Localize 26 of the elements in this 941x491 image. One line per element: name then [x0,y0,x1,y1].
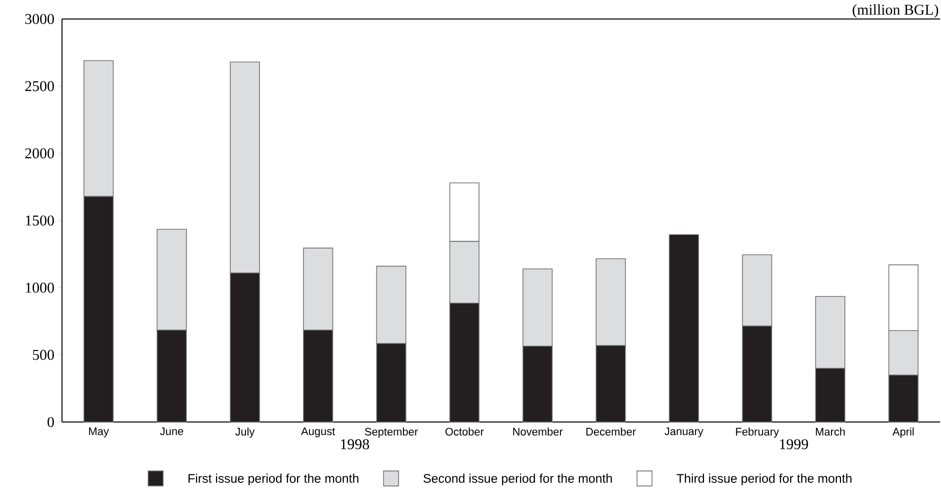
y-tick-label: 2500 [25,81,54,92]
legend-label: Second issue period for the month [424,474,612,486]
text: 1999 [780,439,808,450]
text: 1998 [341,439,370,450]
x-tick-label: November [513,428,563,436]
legend-label: First issue period for the month [188,474,358,486]
x-tick-label: February [736,428,779,438]
x-tick-label: August [301,428,336,438]
x-tick-label: June [160,428,184,436]
x-tick-label: December [586,428,636,436]
y-tick-label: 3000 [25,14,54,24]
y-tick-label: 0 [48,416,54,428]
x-tick-label: October [445,428,484,436]
x-tick-label: May [89,428,109,438]
y-tick-label: 500 [32,350,54,360]
legend-label: Third issue period for the month [676,474,852,486]
y-tick-label: 1000 [26,282,54,293]
x-tick-label: September [364,428,418,438]
text: (million BGL) [852,4,938,18]
x-tick-label: July [235,428,255,438]
x-tick-label: January [664,428,704,438]
x-tick-label: March [816,428,845,436]
y-tick-label: 1500 [26,215,54,226]
bar [668,234,699,422]
x-tick-label: April [892,428,914,438]
y-tick-label: 2000 [25,148,54,158]
